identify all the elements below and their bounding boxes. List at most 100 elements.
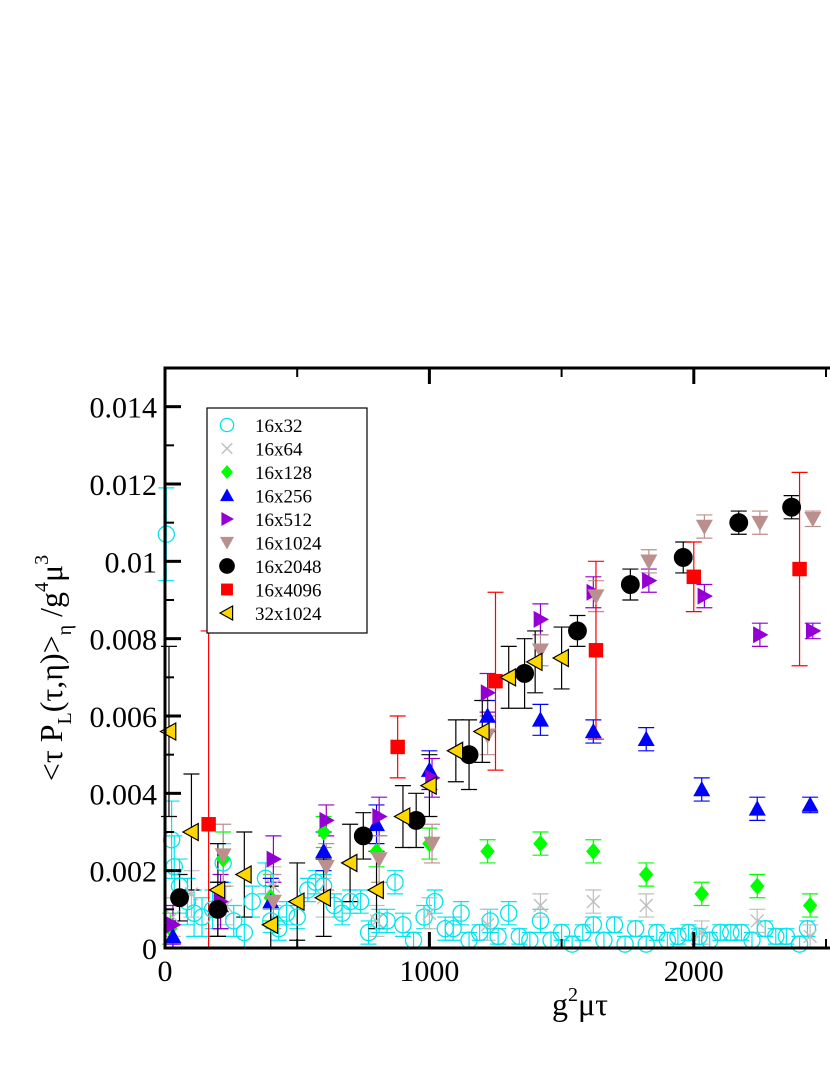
data-point — [425, 892, 444, 911]
data-point — [225, 912, 243, 930]
data-point — [669, 927, 687, 946]
legend-item-16x2048: 16x2048 — [219, 557, 322, 578]
data-point — [515, 664, 535, 683]
data-point — [489, 927, 507, 946]
legend-label: 16x32 — [255, 416, 303, 437]
data-point — [804, 512, 822, 528]
data-point — [533, 835, 548, 853]
data-point — [266, 850, 282, 868]
legend-label: 16x64 — [255, 440, 303, 461]
data-point — [393, 807, 411, 827]
data-point — [499, 904, 518, 922]
data-point — [777, 927, 796, 946]
data-point — [370, 912, 388, 930]
legend-item-32x1024: 32x1024 — [218, 604, 322, 625]
legend-item-16x128: 16x128 — [221, 463, 312, 484]
y-tick-label: 0.012 — [90, 469, 158, 502]
y-tick-label: 0 — [142, 933, 157, 966]
data-point — [626, 919, 645, 938]
data-point — [711, 923, 729, 942]
data-point — [694, 925, 709, 940]
data-point — [551, 648, 570, 668]
data-point — [802, 896, 818, 914]
data-point — [620, 575, 640, 594]
legend-label: 16x4096 — [255, 581, 322, 602]
data-point — [510, 927, 529, 946]
legend-box — [206, 407, 368, 634]
legend-marker — [221, 442, 233, 455]
data-point — [306, 873, 325, 891]
data-point — [264, 894, 282, 911]
data-point — [533, 610, 549, 628]
data-point — [748, 800, 766, 816]
data-point — [368, 815, 386, 832]
data-point — [419, 776, 437, 796]
data-point — [673, 548, 693, 567]
legend-label: 16x2048 — [255, 557, 322, 578]
data-point — [159, 721, 177, 741]
data-point — [729, 513, 749, 533]
data-point — [531, 711, 549, 727]
series-16x64 — [166, 879, 818, 944]
data-point — [359, 923, 378, 942]
error-bar — [194, 897, 211, 938]
data-point — [531, 912, 550, 930]
data-point — [722, 923, 740, 942]
data-point — [472, 721, 490, 741]
data-point — [436, 919, 454, 938]
legend-marker — [220, 488, 234, 502]
data-point — [185, 904, 203, 922]
plot-frame — [163, 366, 830, 950]
data-point — [214, 848, 232, 864]
data-point — [415, 908, 433, 926]
data-point — [586, 842, 601, 860]
legend-item-16x512: 16x512 — [221, 510, 312, 531]
data-point — [686, 569, 702, 585]
data-point — [266, 879, 281, 894]
legend-label: 16x1024 — [255, 534, 322, 555]
data-point — [315, 842, 333, 859]
data-point — [563, 935, 581, 953]
data-point — [642, 572, 658, 590]
data-point — [351, 892, 370, 911]
data-point — [695, 519, 713, 536]
legend-marker — [221, 465, 233, 479]
data-point — [256, 869, 275, 888]
y-tick-label: 0.004 — [90, 778, 158, 811]
data-point — [480, 684, 497, 702]
data-point — [341, 892, 359, 911]
data-point — [480, 917, 495, 932]
data-point — [690, 927, 708, 946]
error-bar — [236, 916, 253, 948]
data-point — [697, 587, 713, 605]
data-point — [805, 622, 822, 640]
data-point — [390, 739, 405, 755]
data-point — [277, 904, 296, 922]
legend-item-16x32: 16x32 — [219, 416, 303, 437]
y-tick-label: 0.002 — [90, 856, 158, 889]
data-point — [751, 515, 769, 532]
data-point — [531, 643, 549, 659]
y-tick-label: 0.006 — [90, 701, 158, 734]
legend-label: 32x1024 — [255, 604, 322, 625]
data-point — [201, 817, 216, 832]
data-point — [568, 621, 587, 641]
data-point — [525, 652, 543, 672]
y-tick-label: 0.008 — [90, 624, 158, 657]
data-point — [319, 811, 335, 829]
data-point — [366, 880, 384, 900]
data-point — [588, 643, 604, 658]
data-point — [637, 730, 655, 746]
data-point — [386, 873, 404, 891]
data-point — [753, 626, 769, 644]
data-point — [446, 741, 464, 761]
legend-marker — [221, 512, 234, 526]
series-16x2048 — [170, 497, 802, 919]
data-point — [798, 919, 817, 938]
y-axis-label: <τ PL(τ,η)>η /g4μ3 — [31, 555, 76, 781]
data-point — [694, 885, 709, 903]
x-tick-label: 1000 — [399, 955, 459, 988]
data-point — [340, 853, 358, 873]
errorbars-16x256 — [164, 699, 819, 948]
